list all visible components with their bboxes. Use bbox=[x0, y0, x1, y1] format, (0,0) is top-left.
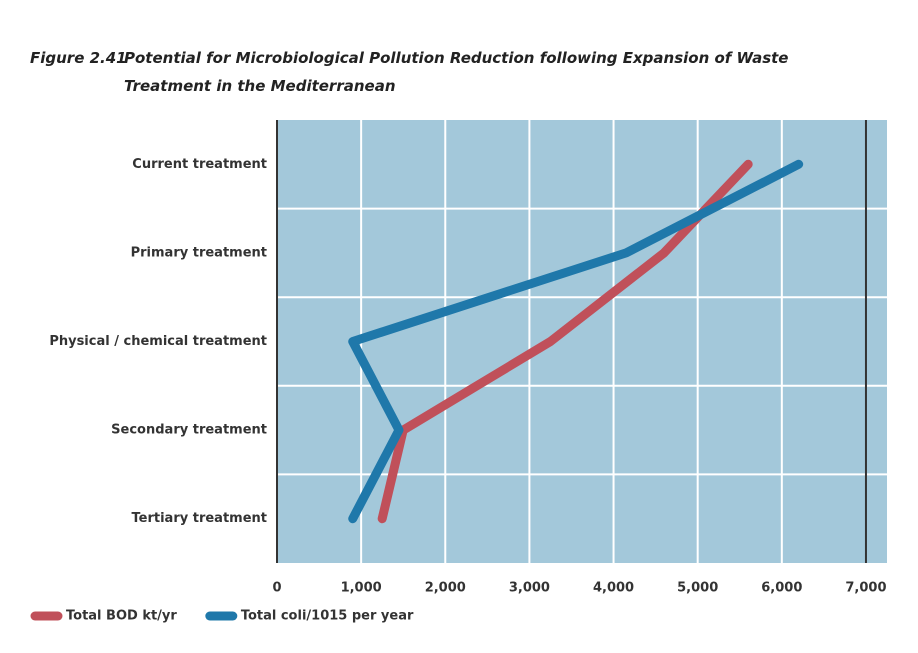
y-tick-label: Primary treatment bbox=[131, 245, 267, 260]
chart-title: Potential for Microbiological Pollution … bbox=[124, 49, 789, 95]
figure-label: Figure 2.41 bbox=[30, 49, 127, 67]
legend-label: Total coli/1015 per year bbox=[241, 609, 414, 624]
series-line bbox=[348, 159, 804, 524]
x-tick-label: 4,000 bbox=[593, 581, 634, 596]
legend-label: Total BOD kt/yr bbox=[66, 609, 177, 624]
x-tick-label: 7,000 bbox=[845, 581, 886, 596]
x-tick-label: 0 bbox=[272, 581, 281, 596]
y-tick-label: Secondary treatment bbox=[111, 423, 267, 438]
x-tick-label: 2,000 bbox=[425, 581, 466, 596]
plot-area bbox=[277, 120, 887, 563]
x-tick-label: 1,000 bbox=[341, 581, 382, 596]
y-tick-label: Physical / chemical treatment bbox=[49, 334, 267, 349]
y-tick-label: Tertiary treatment bbox=[132, 511, 267, 526]
x-tick-label: 5,000 bbox=[677, 581, 718, 596]
x-tick-label: 6,000 bbox=[761, 581, 802, 596]
y-tick-label: Current treatment bbox=[132, 157, 267, 172]
x-tick-label: 3,000 bbox=[509, 581, 550, 596]
